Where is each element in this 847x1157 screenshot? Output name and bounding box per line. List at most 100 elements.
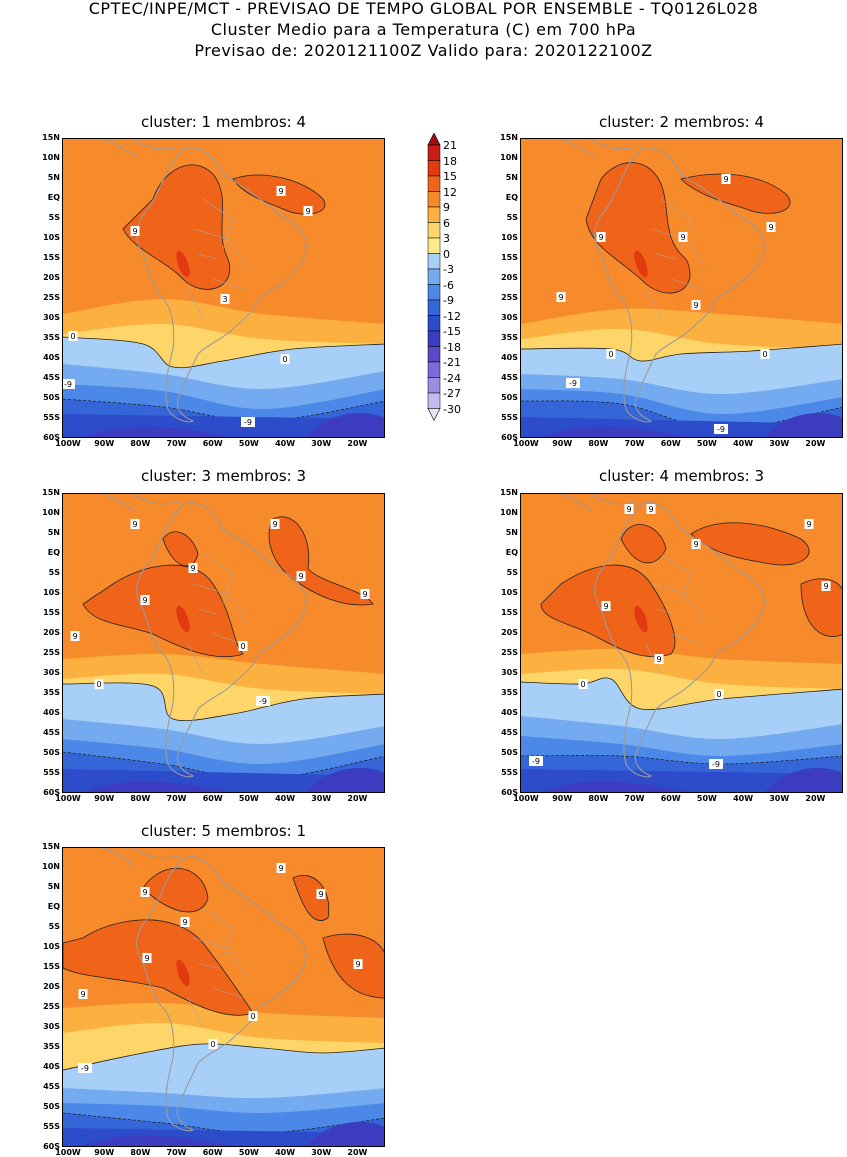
contour-label-box <box>303 206 313 216</box>
lon-label: 40W <box>275 1148 296 1157</box>
lat-label: 5N <box>47 173 60 182</box>
colorbar-label: -21 <box>443 356 461 369</box>
lat-label: 25S <box>43 1002 60 1011</box>
lat-label: 20S <box>501 273 518 282</box>
lat-label: 55S <box>501 413 518 422</box>
contour-label: 9 <box>278 864 283 873</box>
country-borders <box>187 907 249 1029</box>
lat-label: 50S <box>501 748 518 757</box>
country-borders <box>645 553 707 675</box>
lat-label: 25S <box>501 293 518 302</box>
contour-label: 9 <box>142 596 147 605</box>
hot-region-3 <box>268 516 374 606</box>
central-america-outline <box>102 494 179 513</box>
contour-label: 9 <box>680 233 685 242</box>
lon-label: 80W <box>130 439 151 448</box>
lat-label: 60S <box>501 433 518 442</box>
contour-label: -9 <box>532 757 540 766</box>
colorbar-swatch <box>427 175 441 192</box>
contour-label-box <box>180 917 190 927</box>
lat-label: 20S <box>43 273 60 282</box>
core-15 <box>634 250 648 278</box>
lon-label: 80W <box>588 794 609 803</box>
lat-label: 60S <box>43 433 60 442</box>
lon-label: 70W <box>624 439 645 448</box>
contour-label-box <box>130 226 140 236</box>
hot-region-2 <box>162 531 199 567</box>
continent-outline <box>136 856 307 1132</box>
lon-label: 90W <box>552 794 573 803</box>
lat-label: 35S <box>43 688 60 697</box>
contour-label: 9 <box>626 505 631 514</box>
contour-label: 9 <box>272 520 277 529</box>
lon-label: 90W <box>94 439 115 448</box>
map-svg-4: 9 9 9 9 9 9 9 0 0 -9 -9 <box>521 494 842 792</box>
colorbar-swatch <box>427 377 441 394</box>
contour-label-box <box>316 889 326 899</box>
contour-label: 0 <box>580 680 585 689</box>
contour-label-box <box>94 679 104 689</box>
lat-label: 60S <box>43 1142 60 1151</box>
lat-label: 30S <box>501 668 518 677</box>
contour-label-box <box>140 887 150 897</box>
lat-label: 25S <box>43 648 60 657</box>
contour-label: -9 <box>259 697 267 706</box>
contour-label-box <box>63 379 75 389</box>
contour-label-box <box>646 504 656 514</box>
map-panel-5: 9 9 9 9 9 9 9 0 0 -9 <box>62 847 385 1147</box>
contour-m9 <box>63 1112 384 1134</box>
contour-label-box <box>624 504 634 514</box>
core-15 <box>176 959 190 987</box>
contour-label: 9 <box>318 890 323 899</box>
contour-label-box <box>556 292 566 302</box>
hot-region-1 <box>82 564 244 658</box>
contour-label: 9 <box>693 301 698 310</box>
lat-label: 45S <box>43 728 60 737</box>
contour-label-box <box>256 696 270 706</box>
lat-label: 25S <box>43 293 60 302</box>
contour-label-box <box>654 654 664 664</box>
lon-label: 50W <box>238 439 259 448</box>
lon-label: 40W <box>275 794 296 803</box>
band-m18-m15 <box>542 426 689 437</box>
contour-m9 <box>63 398 384 422</box>
contour-label-box <box>691 300 701 310</box>
lat-label: 50S <box>501 393 518 402</box>
lat-label: 40S <box>43 1062 60 1071</box>
map-panel-2: 9 9 9 9 9 9 0 0 -9 -9 <box>520 138 843 438</box>
colorbar-bottom-arrow <box>427 408 441 422</box>
lon-label: 90W <box>94 1148 115 1157</box>
lat-label: 20S <box>501 628 518 637</box>
contour-label-box <box>678 232 688 242</box>
contour-label-box <box>721 174 731 184</box>
lon-label: 20W <box>347 1148 368 1157</box>
contour-label: 9 <box>182 918 187 927</box>
contour-label-box <box>804 519 814 529</box>
band-m18-m15-east <box>307 413 384 437</box>
core-15 <box>634 605 648 633</box>
lat-label: 10S <box>501 233 518 242</box>
colorbar-swatch <box>427 315 441 332</box>
contour-label: 0 <box>716 690 721 699</box>
lon-label: 100W <box>513 439 539 448</box>
lat-label: 55S <box>501 768 518 777</box>
lat-label: EQ <box>505 548 518 557</box>
lon-label: 70W <box>624 794 645 803</box>
colorbar-svg <box>427 132 441 422</box>
lat-label: 15N <box>500 133 518 142</box>
contour-label-box <box>578 679 588 689</box>
contour-label: 9 <box>72 632 77 641</box>
lat-label: 45S <box>501 373 518 382</box>
contour-label-box <box>714 689 724 699</box>
lat-label: 50S <box>43 393 60 402</box>
lat-label: 40S <box>501 708 518 717</box>
colorbar-swatch <box>427 237 441 254</box>
lon-label: 60W <box>660 439 681 448</box>
lon-label: 60W <box>202 439 223 448</box>
map-svg-5: 9 9 9 9 9 9 9 0 0 -9 <box>63 848 384 1146</box>
colorbar-label: -27 <box>443 387 461 400</box>
contour-label-box <box>566 378 580 388</box>
panel-title-3: cluster: 3 membros: 3 <box>140 467 307 485</box>
band-m18-m15-east <box>307 768 384 792</box>
contour-label-box <box>760 349 770 359</box>
